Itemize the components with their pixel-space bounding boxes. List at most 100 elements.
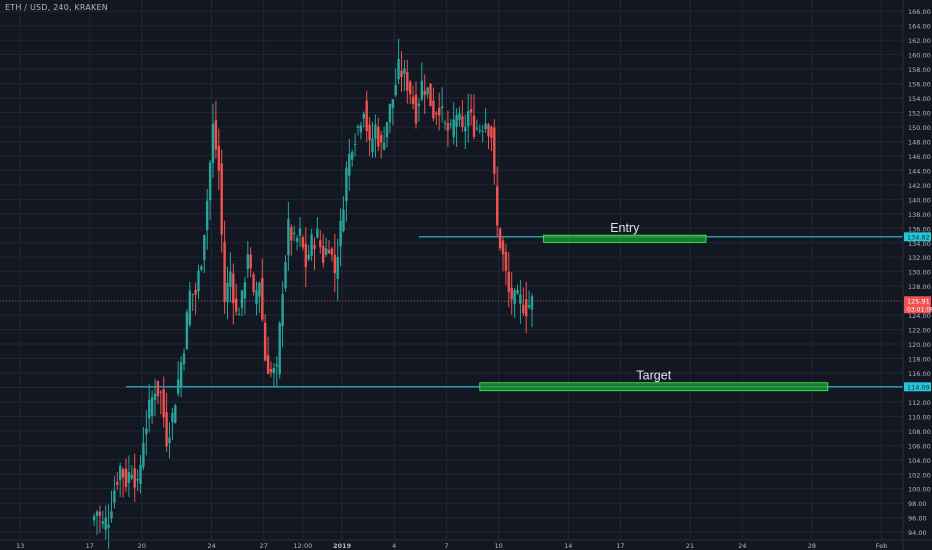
candle-body [371, 138, 374, 153]
candle-body [266, 355, 270, 374]
candle-body [235, 298, 238, 312]
y-tick-label: 140.00 [908, 196, 931, 204]
candle-body [269, 368, 273, 373]
candle-body [223, 241, 226, 302]
candle-body [443, 122, 447, 124]
y-tick-label: 94.00 [908, 529, 927, 537]
candle-body [229, 271, 232, 287]
candle-body [278, 323, 281, 375]
candle-body [316, 228, 319, 238]
candle-body [153, 393, 157, 400]
candle-body [104, 517, 107, 530]
candle-body [380, 135, 383, 143]
x-tick-label: 24 [738, 542, 746, 550]
candle-body [385, 121, 389, 138]
candle-body [498, 228, 502, 249]
candle-body [200, 266, 203, 270]
candlestick-series [92, 38, 534, 549]
y-tick-label: 118.00 [908, 356, 931, 364]
candle-body [136, 478, 139, 481]
x-tick-label: 17 [616, 542, 624, 550]
x-tick-label: 27 [260, 542, 268, 550]
candle-body [530, 296, 534, 310]
x-tick-label: 13 [16, 542, 24, 550]
candle-body [156, 380, 160, 397]
candle-body [310, 234, 313, 256]
candle-body [374, 124, 377, 139]
candle-body [440, 106, 444, 109]
candle-body [284, 262, 287, 289]
y-tick-label: 128.00 [908, 283, 931, 291]
candle-body [142, 443, 145, 468]
x-tick-label: 7 [444, 542, 448, 550]
candle-body [527, 305, 531, 308]
candle-body [301, 237, 305, 248]
y-tick-label: 146.00 [908, 153, 931, 161]
zones[interactable]: Entry Target [479, 221, 829, 392]
y-tick-label: 108.00 [908, 428, 931, 436]
candle-body [327, 250, 331, 254]
y-tick-label: 162.00 [908, 37, 931, 45]
candle-body [211, 123, 215, 164]
target-zone[interactable] [479, 382, 829, 392]
level-price-tag [904, 382, 931, 392]
y-tick-label: 98.00 [908, 500, 927, 508]
candle-body [336, 257, 339, 279]
candle-body [168, 437, 171, 444]
candle-body [472, 115, 476, 137]
candle-body [243, 282, 247, 299]
x-tick-label: 21 [686, 542, 694, 550]
candle-body [319, 240, 322, 248]
y-tick-label: 144.00 [908, 167, 931, 175]
y-tick-label: 154.00 [908, 95, 931, 103]
candle-body [287, 219, 290, 256]
candle-body [272, 367, 276, 374]
candle-body [148, 399, 151, 419]
x-tick-label: 10 [495, 542, 503, 550]
candle-body [188, 290, 191, 325]
entry-zone[interactable] [543, 234, 707, 243]
y-tick-label: 136.00 [908, 225, 931, 233]
candle-body [446, 123, 450, 131]
candle-body [403, 68, 406, 74]
candle-body [252, 274, 255, 293]
current-price-tag [904, 296, 931, 314]
level-lines [0, 236, 903, 388]
y-tick-label: 164.00 [908, 23, 931, 31]
candle-body [232, 273, 235, 304]
candle-body [388, 104, 392, 123]
x-tick-label: 28 [808, 542, 816, 550]
y-tick-label: 130.00 [908, 269, 931, 277]
y-tick-label: 116.00 [908, 370, 931, 378]
candle-body [496, 186, 499, 226]
candle-body [249, 254, 252, 269]
candle-body [139, 464, 142, 484]
x-tick-label: 14 [564, 542, 572, 550]
candle-body [127, 472, 131, 483]
candle-body [191, 293, 194, 295]
level-price-label: 114.09 [907, 383, 930, 391]
y-tick-label: 120.00 [908, 341, 931, 349]
y-tick-label: 138.00 [908, 211, 931, 219]
candle-body [504, 251, 508, 271]
candle-body [339, 220, 342, 247]
candle-body [182, 353, 186, 365]
candle-body [455, 114, 458, 127]
candle-body [362, 113, 365, 119]
y-tick-label: 104.00 [908, 457, 931, 465]
candle-body [116, 481, 119, 486]
candle-body [382, 142, 386, 150]
candle-body [406, 72, 409, 91]
candle-body [449, 124, 452, 126]
current-price-label: 125.91 [907, 297, 930, 305]
x-tick-label: 4 [392, 542, 396, 550]
candle-body [359, 125, 363, 133]
candle-body [519, 294, 522, 304]
y-tick-label: 102.00 [908, 471, 931, 479]
candle-body [145, 428, 148, 435]
candle-body [423, 90, 426, 96]
y-tick-label: 150.00 [908, 124, 931, 132]
target-label: Target [636, 369, 671, 383]
